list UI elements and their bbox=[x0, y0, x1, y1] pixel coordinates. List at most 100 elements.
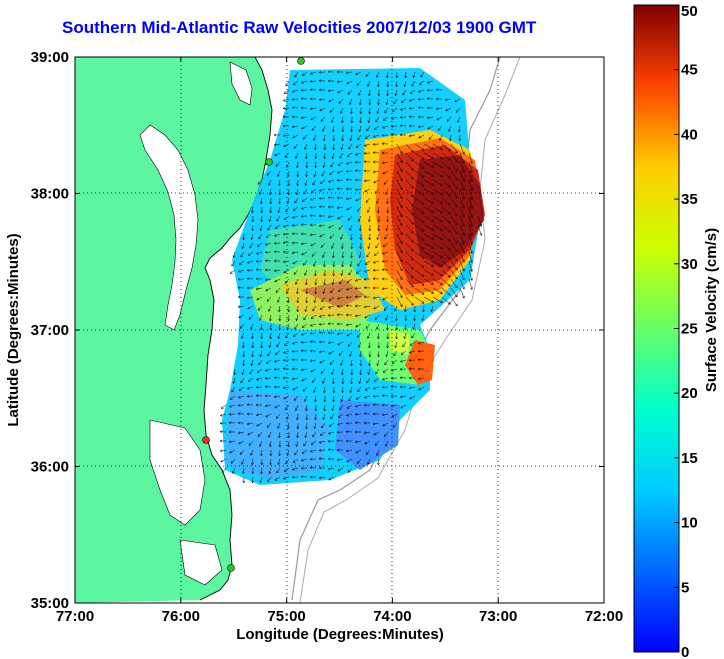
velocity-arrow bbox=[228, 404, 236, 408]
velocity-arrow bbox=[363, 395, 371, 399]
velocity-arrow bbox=[268, 215, 272, 223]
velocity-arrow bbox=[268, 179, 272, 186]
velocity-arrow bbox=[292, 206, 299, 211]
velocity-arrow bbox=[293, 395, 299, 401]
velocity-arrow bbox=[448, 125, 452, 133]
velocity-arrow bbox=[367, 242, 371, 250]
velocity-arrow bbox=[414, 269, 425, 277]
velocity-arrow bbox=[449, 134, 452, 142]
velocity-arrow bbox=[300, 106, 308, 110]
velocity-arrow bbox=[296, 296, 300, 304]
velocity-arrow bbox=[396, 197, 403, 209]
velocity-arrow bbox=[230, 458, 236, 464]
velocity-arrow bbox=[304, 179, 308, 187]
velocity-arrow bbox=[423, 215, 435, 222]
velocity-arrow bbox=[266, 296, 272, 302]
velocity-arrow bbox=[273, 385, 281, 389]
velocity-arrow bbox=[322, 287, 326, 295]
velocity-arrow bbox=[336, 422, 344, 426]
velocity-arrow bbox=[287, 179, 291, 187]
velocity-arrow bbox=[296, 170, 300, 178]
velocity-arrow bbox=[240, 251, 245, 258]
velocity-arrow bbox=[231, 386, 236, 393]
velocity-arrow bbox=[246, 268, 254, 272]
velocity-arrow bbox=[282, 376, 290, 380]
velocity-arrow bbox=[372, 412, 380, 416]
velocity-arrow bbox=[241, 368, 245, 376]
velocity-arrow bbox=[414, 179, 425, 187]
velocity-arrow bbox=[417, 115, 425, 119]
velocity-arrow bbox=[292, 458, 299, 463]
velocity-arrow bbox=[459, 188, 465, 200]
velocity-arrow bbox=[450, 197, 458, 208]
velocity-arrow bbox=[327, 305, 335, 309]
velocity-arrow bbox=[273, 259, 281, 263]
velocity-arrow bbox=[404, 305, 407, 313]
velocity-arrow bbox=[345, 71, 353, 75]
velocity-arrow bbox=[275, 287, 281, 293]
velocity-arrow bbox=[294, 71, 299, 78]
velocity-arrow bbox=[376, 449, 380, 457]
velocity-arrow bbox=[329, 359, 335, 365]
velocity-arrow bbox=[266, 422, 272, 428]
velocity-arrow bbox=[384, 107, 389, 114]
velocity-arrow bbox=[318, 98, 326, 102]
velocity-arrow bbox=[320, 368, 326, 374]
velocity-arrow bbox=[237, 277, 245, 281]
velocity-arrow bbox=[349, 134, 353, 142]
velocity-arrow bbox=[336, 196, 344, 200]
velocity-arrow bbox=[300, 475, 308, 479]
velocity-arrow bbox=[311, 377, 317, 383]
velocity-arrow bbox=[269, 440, 272, 448]
velocity-arrow bbox=[450, 170, 458, 181]
velocity-arrow bbox=[295, 278, 299, 286]
velocity-arrow bbox=[330, 287, 335, 294]
velocity-arrow bbox=[313, 296, 317, 304]
velocity-arrow bbox=[291, 241, 299, 245]
colorbar-tick-label: 5 bbox=[681, 579, 689, 596]
velocity-arrow bbox=[450, 260, 458, 271]
velocity-arrow bbox=[250, 449, 254, 457]
velocity-arrow bbox=[341, 386, 345, 394]
velocity-arrow bbox=[341, 116, 344, 124]
velocity-arrow bbox=[269, 314, 272, 322]
velocity-arrow bbox=[396, 161, 403, 173]
velocity-arrow bbox=[417, 358, 425, 362]
velocity-arrow bbox=[319, 107, 326, 112]
velocity-arrow bbox=[265, 233, 272, 238]
velocity-arrow bbox=[426, 116, 434, 120]
velocity-arrow bbox=[341, 242, 344, 250]
velocity-arrow bbox=[450, 233, 458, 244]
velocity-arrow bbox=[435, 97, 443, 101]
velocity-arrow bbox=[268, 341, 272, 349]
velocity-arrow bbox=[237, 295, 245, 299]
velocity-arrow bbox=[468, 278, 473, 291]
velocity-arrow bbox=[309, 97, 317, 101]
velocity-arrow bbox=[390, 368, 398, 372]
velocity-arrow bbox=[249, 368, 254, 375]
velocity-arrow bbox=[359, 98, 362, 106]
velocity-arrow bbox=[366, 251, 371, 258]
velocity-arrow bbox=[305, 152, 308, 160]
velocity-arrow bbox=[275, 413, 281, 419]
velocity-arrow bbox=[304, 431, 308, 439]
velocity-arrow bbox=[305, 170, 309, 178]
velocity-arrow bbox=[355, 197, 362, 202]
velocity-arrow bbox=[259, 350, 263, 358]
velocity-arrow bbox=[395, 314, 398, 322]
velocity-arrow bbox=[423, 269, 435, 276]
velocity-arrow bbox=[414, 161, 425, 169]
velocity-arrow bbox=[301, 377, 308, 382]
velocity-arrow bbox=[350, 251, 354, 259]
velocity-arrow bbox=[327, 215, 335, 219]
velocity-arrow bbox=[405, 224, 414, 234]
velocity-arrow bbox=[390, 385, 398, 389]
velocity-arrow bbox=[372, 151, 380, 155]
station-marker bbox=[202, 436, 210, 444]
velocity-arrow bbox=[314, 404, 318, 412]
velocity-arrow bbox=[385, 314, 389, 322]
velocity-arrow bbox=[356, 80, 362, 86]
velocity-arrow bbox=[268, 431, 272, 439]
velocity-arrow bbox=[250, 233, 254, 241]
velocity-arrow bbox=[377, 341, 381, 349]
